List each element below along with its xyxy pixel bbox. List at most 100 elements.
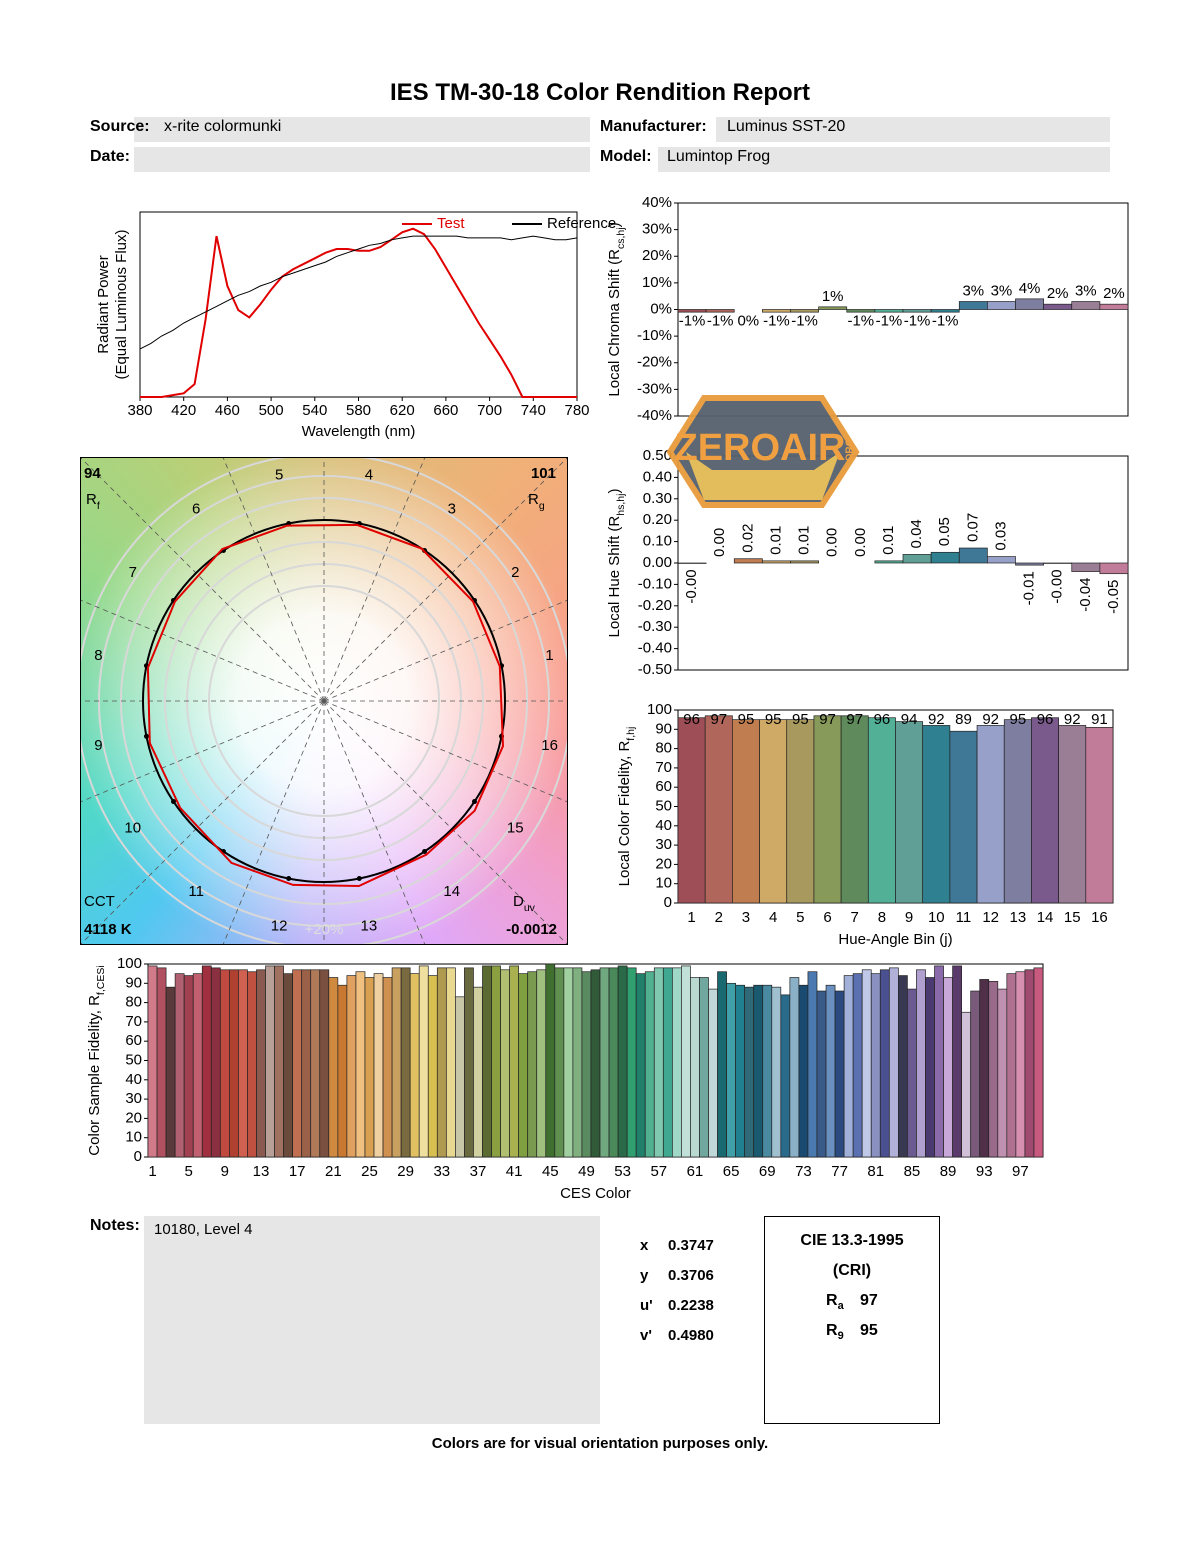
bar (473, 986, 483, 1158)
bar (328, 977, 339, 1158)
bar (572, 967, 583, 1158)
value-label: 95 (738, 711, 755, 728)
y-axis-label-part: Color Sample Fidelity, R (86, 995, 103, 1156)
reference-marker (356, 876, 362, 882)
bar (987, 301, 1016, 310)
x-tick-label: 660 (433, 402, 458, 419)
x-tick-label: 57 (650, 1163, 667, 1180)
value-label: 3% (1075, 282, 1097, 299)
bar (1024, 969, 1035, 1158)
ring (164, 541, 484, 861)
value-label: 94 (901, 711, 918, 728)
bar (762, 560, 791, 564)
value-label: 96 (874, 711, 891, 728)
bar (590, 969, 601, 1158)
x-tick-label: 700 (477, 402, 502, 419)
bar (852, 973, 863, 1158)
bar (930, 551, 960, 564)
bin-label: 1 (545, 647, 553, 664)
bar (283, 973, 293, 1158)
bin-boundary (323, 599, 567, 702)
chroma-value: 0.2238 (668, 1297, 714, 1314)
bar (626, 967, 637, 1158)
model-value: Lumintop Frog (667, 148, 771, 165)
bin-label: 8 (94, 647, 102, 664)
y-tick-label: 30 (125, 1090, 142, 1107)
x-tick-label: 1 (687, 909, 695, 926)
value-label: -1% (876, 312, 903, 329)
x-tick-label: 5 (185, 1163, 193, 1180)
value-label: 2% (1047, 285, 1069, 302)
value-label: 0.01 (796, 526, 813, 555)
reference-marker (286, 876, 292, 882)
bar (907, 988, 917, 1158)
bar (840, 715, 869, 904)
bin-boundary (323, 700, 426, 944)
x-tick-label: 37 (470, 1163, 487, 1180)
bar (599, 967, 610, 1158)
value-label: 0.03 (992, 521, 1009, 550)
y-tick-label: -0.50 (638, 661, 672, 678)
manufacturer-value: Luminus SST-20 (727, 118, 846, 135)
rf-label-part: f (97, 500, 100, 512)
bin-label: 5 (275, 466, 283, 483)
bar (1006, 973, 1017, 1158)
bar (958, 547, 988, 564)
cri-row: Ra 97 (826, 1292, 878, 1312)
bar (834, 990, 845, 1158)
value-label: -0.00 (1049, 569, 1066, 603)
y-axis-label: Color Sample Fidelity, Rf,CESi (86, 965, 107, 1155)
bar (987, 556, 1016, 564)
value-label: 0.01 (767, 526, 784, 555)
rg-label: Rg (528, 491, 545, 512)
bar (1031, 717, 1059, 904)
bar (1085, 727, 1114, 904)
y-axis-label-part: Local Color Fidelity, R (616, 741, 633, 887)
value-label: 95 (765, 711, 782, 728)
x-tick-label: 49 (578, 1163, 595, 1180)
value-label: -1% (932, 312, 959, 329)
x-tick-label: 9 (221, 1163, 229, 1180)
value-label: 0.05 (936, 517, 953, 546)
bar (790, 309, 819, 313)
x-tick-label: 85 (904, 1163, 921, 1180)
bin-label: 6 (192, 501, 200, 518)
value-label: 96 (1037, 711, 1054, 728)
x-tick-label: 3 (742, 909, 750, 926)
bar (247, 971, 257, 1158)
bar (192, 973, 203, 1158)
y-tick-label: 0.10 (643, 533, 672, 550)
x-tick-label: 10 (928, 909, 945, 926)
y-tick-label: -20% (637, 354, 672, 371)
x-tick-label: 21 (325, 1163, 342, 1180)
bar (759, 719, 788, 904)
bar (970, 990, 981, 1158)
bar (165, 986, 176, 1158)
duv-label-part: D (513, 893, 524, 910)
y-tick-label: -40% (637, 407, 672, 424)
notes-text: 10180, Level 4 (154, 1221, 253, 1238)
bar (183, 975, 194, 1158)
bar (373, 973, 384, 1158)
bar (916, 969, 926, 1158)
x-tick-label: 45 (542, 1163, 559, 1180)
source-value: x-rite colormunki (164, 118, 282, 135)
bin-label: 15 (507, 820, 524, 837)
rf-value: 94 (84, 465, 101, 482)
bar (346, 975, 357, 1158)
x-tick-label: 620 (390, 402, 415, 419)
x-tick-label: 4 (769, 909, 777, 926)
bar (355, 971, 366, 1158)
bar (717, 971, 727, 1158)
bar (958, 301, 988, 310)
bar (762, 984, 773, 1158)
bar (870, 973, 881, 1158)
bar (1033, 967, 1044, 1158)
bar (867, 717, 896, 904)
y-tick-label: 20% (642, 247, 672, 264)
x-tick-label: 69 (759, 1163, 776, 1180)
value-label: -0.00 (683, 569, 700, 603)
bar (1099, 562, 1129, 575)
bar (705, 309, 735, 313)
y-tick-label: 0 (134, 1148, 142, 1165)
